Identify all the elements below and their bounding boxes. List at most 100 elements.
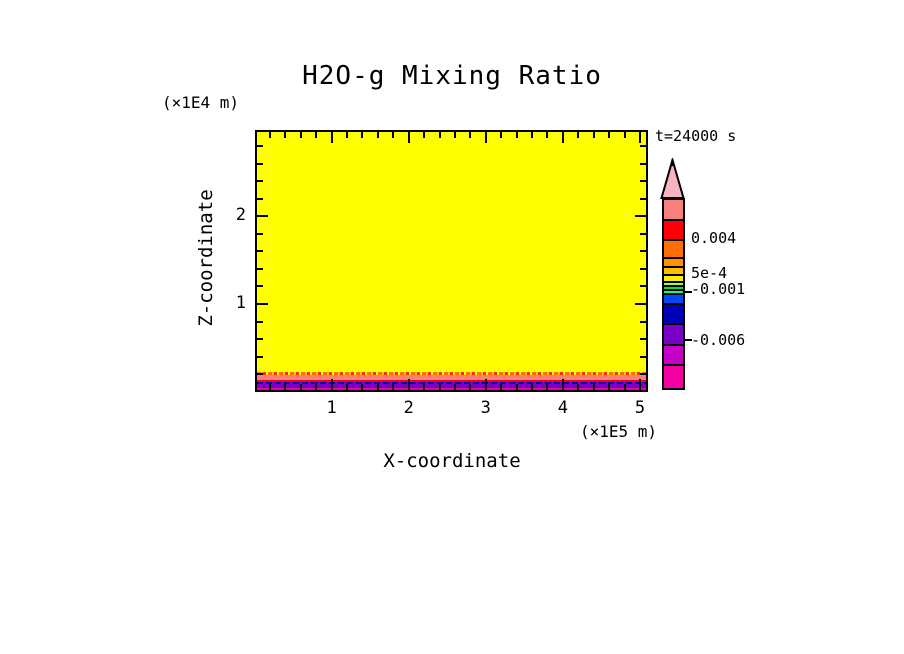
colorbar-arrow-tip-icon [660, 158, 685, 199]
colorbar-segment-light-orange [664, 257, 683, 266]
z-axis-unit: (×1E4 m) [162, 93, 240, 112]
axis-tick [561, 379, 564, 390]
x-tick-label: 2 [403, 398, 414, 418]
axis-tick [330, 379, 333, 390]
x-axis-title: X-coordinate [383, 450, 521, 472]
axis-tick [330, 132, 333, 143]
axis-tick [257, 373, 263, 376]
x-axis-unit: (×1E5 m) [579, 422, 657, 441]
axis-tick [257, 285, 263, 288]
axis-tick [438, 132, 441, 138]
axis-tick [376, 132, 379, 138]
axis-tick [623, 132, 626, 138]
axis-tick [640, 180, 646, 183]
z-axis-title: Z-coordinate [195, 189, 217, 327]
axis-tick [546, 384, 549, 390]
axis-tick [346, 132, 349, 138]
axis-tick [257, 197, 263, 200]
axis-tick [640, 145, 646, 148]
axis-tick [257, 355, 263, 358]
axis-tick [469, 132, 472, 138]
axis-tick [315, 132, 318, 138]
axis-tick [257, 320, 263, 323]
axis-tick [640, 285, 646, 288]
axis-tick [623, 384, 626, 390]
axis-tick [640, 197, 646, 200]
colorbar-tick [685, 339, 692, 341]
colorbar-segment-orange [664, 239, 683, 257]
time-annotation: t=24000 s [655, 127, 737, 145]
colorbar-segment-red [664, 219, 683, 239]
axis-tick [453, 132, 456, 138]
axis-tick [640, 232, 646, 235]
colorbar-segment-magenta [664, 364, 683, 388]
colorbar-segment-purple [664, 323, 683, 344]
axis-tick [299, 384, 302, 390]
axis-tick [531, 384, 534, 390]
axis-tick [257, 267, 263, 270]
salmon-band [257, 375, 646, 380]
z-tick-label: 2 [235, 205, 246, 226]
orange-speckle-line [257, 372, 646, 375]
axis-tick [423, 384, 426, 390]
axis-tick [392, 384, 395, 390]
colorbar-level-label: -0.006 [691, 331, 746, 349]
axis-tick [515, 384, 518, 390]
axis-tick [484, 379, 487, 390]
z-tick-label: 1 [235, 293, 246, 313]
axis-tick [407, 132, 410, 143]
colorbar-tick [685, 291, 692, 293]
red-line [257, 380, 646, 382]
axis-tick [515, 132, 518, 138]
axis-tick [639, 379, 641, 390]
axis-tick [257, 232, 263, 235]
axis-tick [500, 132, 503, 138]
axis-tick [376, 384, 379, 390]
axis-tick [592, 384, 595, 390]
axis-tick [640, 250, 646, 253]
axis-tick [531, 132, 534, 138]
colorbar-level-label: 5e-4 [691, 264, 728, 282]
axis-tick [592, 132, 595, 138]
x-tick-label: 5 [634, 398, 646, 418]
magenta-line [257, 388, 646, 390]
chart-title: H2O-g Mixing Ratio [302, 61, 602, 91]
axis-tick [257, 338, 263, 341]
axis-tick [635, 303, 646, 305]
axis-tick [392, 132, 395, 138]
axis-tick [608, 384, 611, 390]
axis-tick [257, 250, 263, 253]
axis-tick [453, 384, 456, 390]
axis-tick [635, 215, 646, 218]
x-tick-label: 4 [557, 398, 569, 418]
colorbar-segment-blue [664, 293, 683, 303]
axis-tick [577, 132, 580, 138]
axis-tick [257, 162, 263, 165]
axis-tick [346, 384, 349, 390]
heatmap-plot-area [255, 130, 648, 392]
axis-tick [257, 145, 263, 148]
axis-tick [640, 320, 646, 323]
axis-tick [561, 132, 564, 143]
axis-tick [257, 303, 268, 305]
axis-tick [608, 132, 611, 138]
colorbar-level-label: -0.001 [691, 280, 746, 298]
colorbar-level-label: 0.004 [691, 229, 737, 247]
axis-tick [546, 132, 549, 138]
axis-tick [257, 215, 268, 218]
colorbar-segment-magenta-purple [664, 344, 683, 364]
axis-tick [268, 132, 271, 138]
axis-tick [640, 267, 646, 270]
colorbar-segment-gold [664, 266, 683, 274]
axis-tick [438, 384, 441, 390]
axis-tick [257, 180, 263, 183]
axis-tick [484, 132, 487, 143]
colorbar-segment-spring-green [664, 289, 683, 293]
x-tick-label: 3 [480, 398, 491, 418]
colorbar-segment-navy [664, 303, 683, 323]
axis-tick [469, 384, 472, 390]
axis-tick [640, 355, 646, 358]
axis-tick [361, 132, 364, 138]
axis-tick [361, 384, 364, 390]
colorbar [662, 198, 685, 390]
